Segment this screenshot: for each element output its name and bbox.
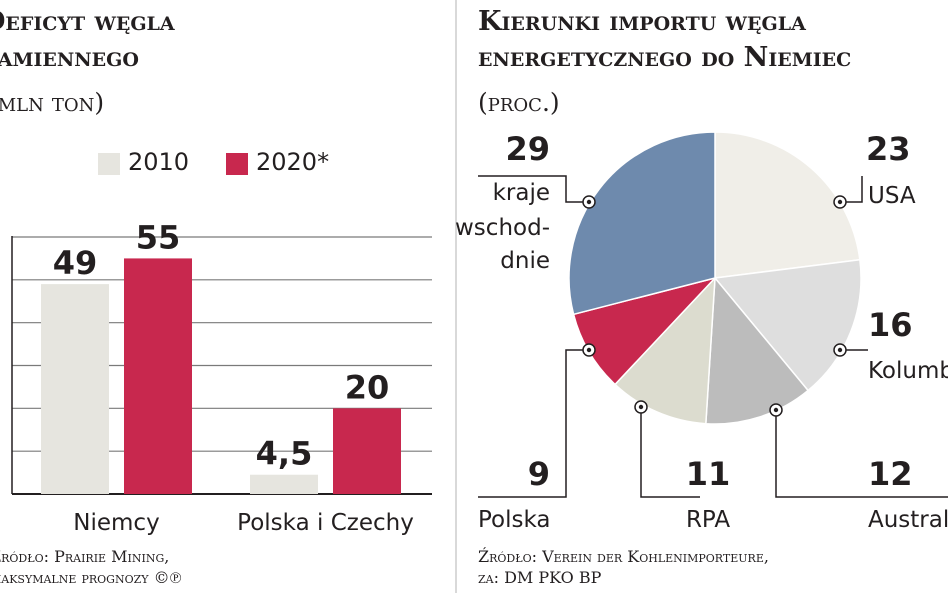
leader-marker-dot [586,347,592,353]
pie-slice-kraje-wschodnie [568,131,716,316]
bar-value-label: 49 [53,244,98,282]
legend-swatch-2010 [98,153,120,175]
legend-swatch-2020 [226,153,248,175]
leader-marker-dot [837,199,843,205]
pie-chart-title: Kierunki importu węgla energetycznego do… [478,4,851,76]
bar-polska-i-czechy-2020 [333,408,401,494]
slice-value-kolumbia: 16 [868,306,913,344]
pie-chart-source-line-2: za: DM PKO BP [478,568,602,587]
bar-chart-title-line-1: Deficyt węgla [0,6,175,37]
pie-slice-usa [714,131,861,279]
pie-chart-source-line-1: Źródło: Verein der Kohlenimporteure, [478,547,769,566]
bar-chart-source-line-2: maksymalne prognozy ©℗ [0,568,182,587]
slice-value-polska: 9 [528,455,550,493]
bar-chart-unit: (mln ton) [0,88,105,117]
bar-value-label: 20 [345,368,390,406]
slice-value-australia: 12 [868,455,913,493]
bar-chart: 49 55 4,5 20 Niemcy Polska i Czechy [11,218,432,536]
slice-label-polska: Polska [478,507,551,533]
leader-line-australia [775,410,948,498]
leader-marker-dot [773,407,779,413]
slice-label-usa: USA [868,183,916,209]
bar-chart-source: Źródło: Prairie Mining, maksymalne progn… [0,546,182,588]
pie-slice-australia [705,276,810,425]
slice-value-usa: 23 [866,130,911,168]
bar-niemcy-2010 [41,284,109,494]
slice-label-kolumbia: Kolumbia [868,358,948,384]
slice-label-australia: Australia [868,507,948,533]
slice-label-kraje-wschodnie-line-2: wschod- [455,215,550,241]
pie-chart-title-line-1: Kierunki importu węgla [478,6,806,37]
leader-line-rpa [640,407,700,498]
category-label-niemcy: Niemcy [73,510,159,536]
bar-chart-title: Deficyt węgla kamiennego [0,4,175,76]
legend-label-2020: 2020* [256,148,330,176]
category-label-polska-i-czechy: Polska i Czechy [237,510,414,536]
slice-label-kraje-wschodnie-line-3: dnie [500,248,550,274]
slice-label-rpa: RPA [686,507,730,533]
pie-chart-title-line-2: energetycznego do Niemiec [478,42,852,73]
panel-divider [455,0,457,593]
leader-marker-dot [586,199,592,205]
bar-chart-source-line-1: Źródło: Prairie Mining, [0,547,170,566]
bar-chart-title-line-2: kamiennego [0,42,139,73]
pie-slice-rpa [613,275,716,425]
leader-marker-dot [638,404,644,410]
leader-line-kraje-wschodnie [478,175,589,203]
bar-niemcy-2020 [124,258,192,494]
bar-polska-i-czechy-2010 [250,474,318,494]
legend-label-2010: 2010 [128,148,190,176]
bar-value-label: 4,5 [256,435,313,473]
slice-value-rpa: 11 [686,455,731,493]
slice-label-kraje-wschodnie-line-1: kraje [493,180,550,206]
slice-value-kraje-wschodnie: 29 [505,130,550,168]
pie-chart-source: Źródło: Verein der Kohlenimporteure, za:… [478,546,769,588]
pie-chart-unit: (proc.) [478,88,560,117]
pie-slice-kolumbia [713,258,862,392]
bar-value-label: 55 [136,218,181,256]
leader-line-usa [840,176,863,203]
leader-marker-dot [837,347,843,353]
leader-line-polska [478,349,589,498]
